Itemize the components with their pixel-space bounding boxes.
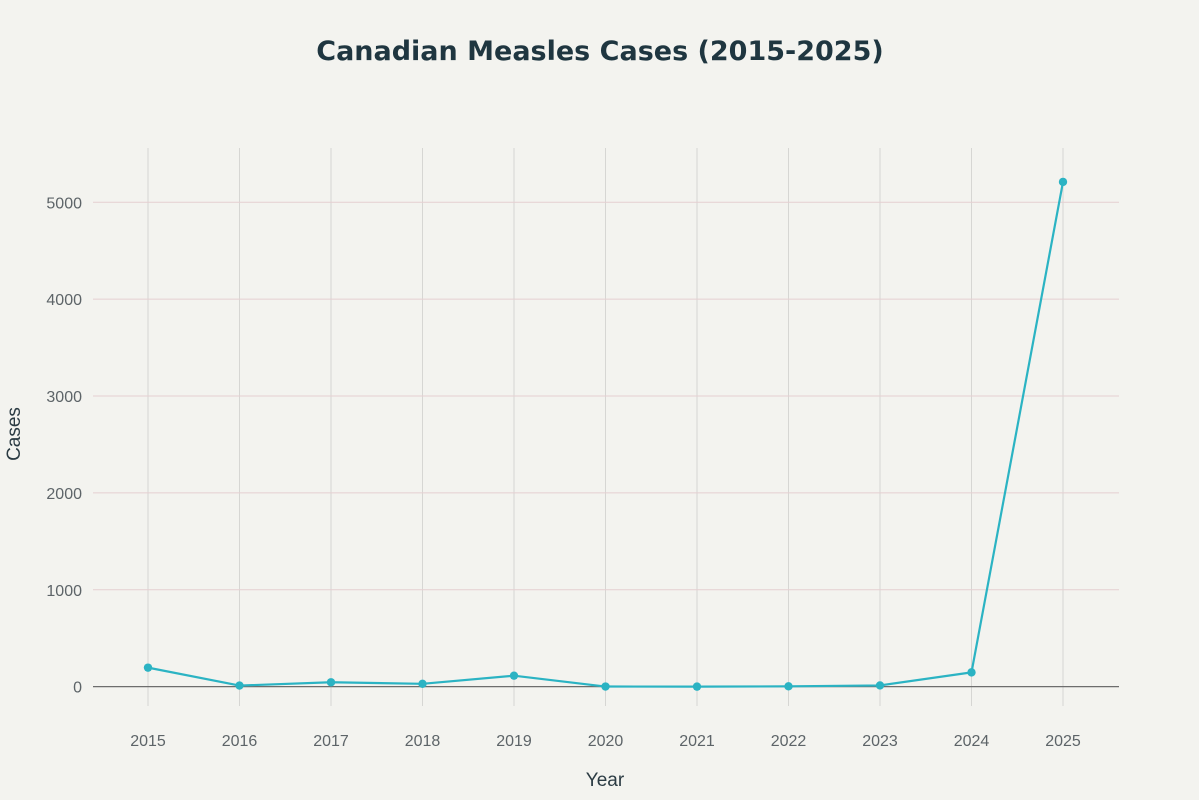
data-point-2015 (143, 663, 153, 672)
chart-title: Canadian Measles Cases (2015-2025) (316, 36, 883, 67)
data-point-2020 (601, 682, 610, 691)
x-tick-label: 2016 (222, 733, 258, 750)
x-tick-label: 2018 (405, 733, 441, 750)
data-point-2024 (967, 668, 976, 677)
y-tick-label: 2000 (46, 486, 82, 503)
data-point-2022 (784, 682, 793, 691)
x-tick-label: 2020 (588, 733, 624, 750)
x-tick-label: 2023 (862, 733, 898, 750)
y-tick-label: 4000 (46, 292, 82, 309)
y-axis-title: Cases (4, 407, 25, 461)
data-point-2018 (418, 679, 427, 689)
axis-layer: 0 1000 2000 3000 4000 5000 2015 2016 2017 2018 201… (46, 195, 1080, 750)
y-tick-label: 0 (73, 680, 82, 697)
points-layer (143, 177, 1068, 691)
grid-layer (93, 148, 1119, 706)
data-point-2017 (326, 678, 336, 687)
x-tick-label: 2022 (771, 733, 807, 750)
x-tick-label: 2024 (954, 733, 990, 750)
x-tick-label: 2025 (1045, 733, 1081, 750)
x-axis-title: Year (586, 770, 625, 791)
x-tick-label: 2017 (313, 733, 349, 750)
data-point-2019 (509, 671, 519, 680)
y-tick-label: 3000 (46, 389, 82, 406)
data-point-2025 (1058, 177, 1068, 187)
y-tick-label: 5000 (46, 195, 82, 212)
x-tick-label: 2019 (496, 733, 532, 750)
data-point-2021 (692, 682, 702, 691)
y-tick-label: 1000 (46, 583, 82, 600)
data-point-2016 (235, 681, 244, 690)
x-tick-label: 2015 (130, 733, 166, 750)
x-tick-label: 2021 (679, 733, 715, 750)
data-point-2023 (875, 681, 885, 690)
